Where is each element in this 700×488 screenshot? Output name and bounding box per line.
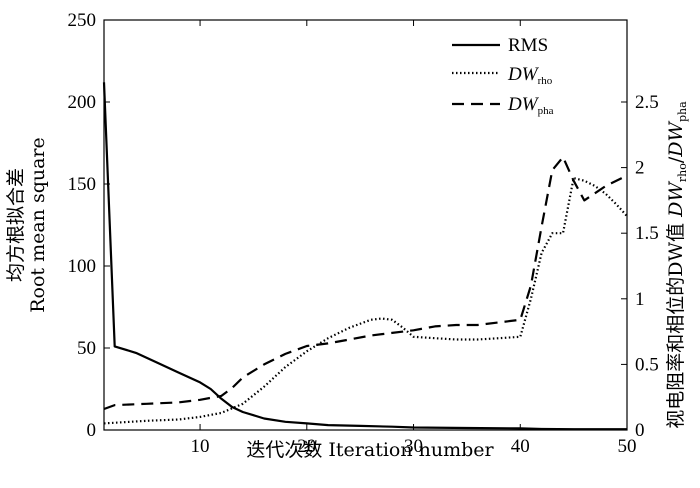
- legend-label-rms: RMS: [508, 35, 548, 56]
- y-axis-left-label-line1: 均方根拟合差: [5, 168, 27, 282]
- y-right-tick-label: 1: [635, 289, 645, 310]
- y-left-tick-label: 150: [68, 174, 97, 195]
- y-left-tick-label: 250: [68, 10, 97, 31]
- y-right-tick-label: 0.5: [635, 354, 659, 375]
- y-left-tick-label: 50: [77, 338, 96, 359]
- y-axis-right-label-slash: /: [665, 156, 687, 163]
- plot-frame: [103, 19, 628, 431]
- legend-label-dw-rho: DWrho: [507, 64, 553, 87]
- legend: RMS DWrho DWpha: [452, 35, 554, 117]
- series-line-dw-rho: [103, 177, 628, 425]
- series-line-rms: [102, 82, 627, 431]
- x-tick-label: 40: [511, 436, 530, 457]
- y-axis-left-label-line2: Root mean square: [27, 137, 49, 313]
- series-layer: [102, 82, 628, 431]
- y-left-tick-label: 0: [87, 420, 97, 441]
- y-axis-right-label-dw2: DW: [665, 121, 687, 158]
- y-axis-left-label: 均方根拟合差 Root mean square: [5, 137, 49, 313]
- x-tick-label: 10: [191, 436, 210, 457]
- x-tick-label: 30: [404, 436, 423, 457]
- svg-text:视电阻率和相位的DW值 DWrho/DWpha: 视电阻率和相位的DW值 DWrho/DWpha: [665, 101, 689, 429]
- y-axis-right-label-dw1: DW: [665, 181, 687, 218]
- y-right-tick-label: 2.5: [635, 92, 659, 113]
- x-axis-label: 迭代次数 Iteration number: [246, 439, 494, 461]
- y-left-tick-label: 200: [68, 92, 97, 113]
- y-axis-right-label-sub2: pha: [676, 101, 689, 122]
- y-axis-right-label-prefix: 视电阻率和相位的DW值: [665, 217, 687, 429]
- legend-label-dw-pha: DWpha: [507, 94, 554, 117]
- x-tick-label: 50: [618, 436, 637, 457]
- series-line-dw-pha: [103, 156, 628, 411]
- y-axis-right-label: 视电阻率和相位的DW值 DWrho/DWpha: [665, 101, 689, 429]
- y-right-tick-label: 0: [635, 420, 645, 441]
- y-right-tick-label: 2: [635, 158, 645, 179]
- x-tick-label: 20: [297, 436, 316, 457]
- y-right-tick-label: 1.5: [635, 223, 659, 244]
- y-axis-right-label-sub1: rho: [676, 163, 689, 182]
- y-left-tick-label: 100: [68, 256, 97, 277]
